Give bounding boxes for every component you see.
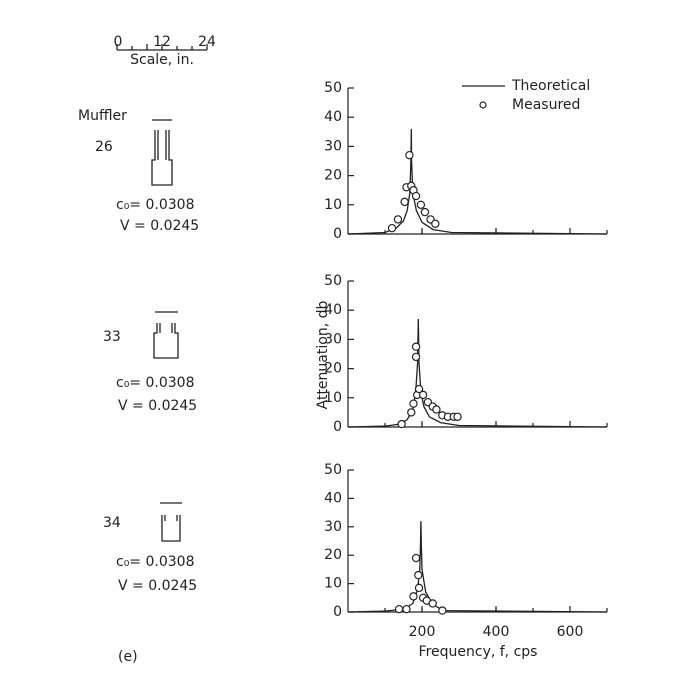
y-tick-label: 0 (333, 604, 342, 620)
theoretical-line (347, 128, 608, 235)
y-tick-label: 0 (333, 226, 342, 242)
measured-point (407, 408, 416, 417)
measured-point (397, 419, 406, 429)
panel-label: (e) (118, 649, 138, 665)
x-tick-label: 200 (409, 624, 436, 640)
measured-point (418, 390, 428, 400)
muffler-drawing (160, 502, 182, 542)
scale-ticks (116, 44, 208, 50)
y-tick-label: 20 (324, 361, 342, 377)
y-tick-label: 30 (324, 138, 342, 154)
legend-marker (479, 101, 487, 109)
y-tick-label: 50 (324, 462, 342, 478)
muffler-number: 34 (103, 515, 121, 531)
y-tick-label: 20 (324, 547, 342, 563)
measured-point (400, 197, 409, 207)
measured-point (409, 399, 418, 408)
measured-point (402, 604, 411, 614)
y-tick-label: 30 (324, 519, 342, 535)
measured-point (405, 150, 414, 160)
y-tick-label: 20 (324, 168, 342, 184)
measured-point (411, 191, 421, 201)
theoretical-line (347, 318, 608, 428)
measured-point (414, 583, 424, 593)
measured-point (411, 342, 421, 351)
measured-point (414, 384, 424, 394)
measured-point (431, 219, 440, 228)
theoretical-line (347, 521, 608, 613)
measured-point (393, 215, 403, 224)
legend-label: Measured (512, 97, 580, 113)
scale-label: Scale, in. (130, 52, 194, 68)
measured-point (414, 570, 423, 580)
x-tick-label: 400 (483, 624, 510, 640)
muffler-volume: V = 0.0245 (118, 578, 197, 594)
y-tick-label: 40 (324, 302, 342, 318)
scale-tick: 12 (153, 34, 171, 50)
measured-point (420, 207, 430, 217)
y-tick-label: 10 (324, 390, 342, 406)
muffler-c0: c₀= 0.0308 (116, 197, 194, 213)
x-axis-label: Frequency, f, cps (419, 644, 538, 660)
y-tick-label: 40 (324, 490, 342, 506)
y-tick-label: 10 (324, 197, 342, 213)
muffler-heading: Muffler (78, 108, 127, 124)
y-tick-label: 40 (324, 109, 342, 125)
scale-tick: 0 (114, 34, 123, 50)
muffler-volume: V = 0.0245 (118, 398, 197, 414)
muffler-drawing (151, 119, 173, 186)
muffler-c0: c₀= 0.0308 (116, 554, 194, 570)
measured-point (428, 599, 437, 608)
y-tick-label: 0 (333, 419, 342, 435)
muffler-volume: V = 0.0245 (120, 218, 199, 234)
y-tick-label: 10 (324, 576, 342, 592)
measured-point (394, 604, 404, 614)
measured-point (453, 412, 462, 421)
measured-point (432, 405, 441, 414)
muffler-drawing (153, 311, 179, 359)
y-tick-label: 50 (324, 273, 342, 289)
muffler-number: 33 (103, 329, 121, 345)
muffler-c0: c₀= 0.0308 (116, 375, 194, 391)
measured-point (411, 352, 421, 362)
muffler-number: 26 (95, 139, 113, 155)
scale-tick: 24 (198, 34, 216, 50)
measured-point (387, 223, 397, 233)
x-tick-label: 600 (557, 624, 584, 640)
y-tick-label: 30 (324, 331, 342, 347)
y-tick-label: 50 (324, 80, 342, 96)
measured-point (411, 553, 421, 563)
measured-point (416, 200, 426, 209)
legend-label: Theoretical (511, 78, 590, 94)
measured-point (409, 592, 418, 601)
measured-point (438, 606, 447, 615)
y-axis-label: Attenuation, db (315, 301, 331, 410)
